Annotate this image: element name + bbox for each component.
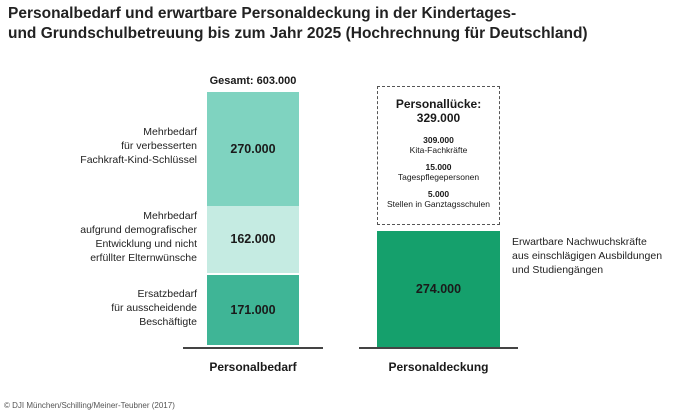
personalluecke-total: 329.000 [416,111,461,125]
label-line: aus einschlägigen Ausbildungen [512,250,663,263]
baseline-personalbedarf [183,347,323,349]
bar-segment-ersatzbedarf: 171.000 [207,274,299,345]
bar-segment-nachwuchskraefte: 274.000 [377,231,500,347]
bar-segment-mehrbedarf-schluessel: 270.000 [207,92,299,207]
label-nachwuchskraefte: Erwartbare Nachwuchskräfte aus einschlägi… [512,235,692,277]
label-line: erfüllter Elternwünsche [90,252,197,265]
gap-item-label: Tagespflegepersonen [397,172,480,182]
title-line-2: und Grundschulbetreuung bis zum Jahr 202… [8,25,588,42]
label-line: und Studiengängen [512,264,604,277]
label-line: für verbesserten [121,140,197,153]
label-line: Beschäftigte [139,315,197,328]
gap-item-label: Stellen in Ganztagsschulen [386,199,490,209]
category-personaldeckung: Personaldeckung [388,360,489,374]
label-line: Erwartbare Nachwuchskräfte [512,236,647,249]
source-credit: © DJI München/Schilling/Meiner-Teubner (… [4,401,175,410]
chart-title: Personalbedarf und erwartbare Personalde… [8,4,698,44]
label-line: Mehrbedarf [143,210,197,223]
gap-item-value: 15.000 [425,162,452,172]
title-line-1: Personalbedarf und erwartbare Personalde… [8,5,517,22]
personalluecke-box: Personallücke: 329.000 309.000 Kita-Fachkrä… [377,86,500,226]
label-ersatzbedarf: Ersatzbedarf für ausscheidende Beschäftigt… [40,287,197,329]
gap-item-label: Kita-Fachkräfte [409,145,468,155]
label-line: Mehrbedarf [143,126,197,139]
label-line: Fachkraft-Kind-Schlüssel [80,154,197,167]
bar-segment-mehrbedarf-demografie: 162.000 [207,206,299,273]
gap-item-value: 309.000 [423,135,454,145]
label-mehrbedarf-schluessel: Mehrbedarf für verbesserten Fachkraft-Kind… [40,125,197,167]
label-line: für ausscheidende [111,301,197,314]
category-personalbedarf: Personalbedarf [209,360,297,374]
personalluecke-title: Personallücke: [395,97,482,111]
gap-item-value: 5.000 [427,189,450,199]
label-line: Entwicklung und nicht [95,238,197,251]
label-mehrbedarf-demografie: Mehrbedarf aufgrund demografischer Entwick… [40,209,197,265]
label-line: Ersatzbedarf [137,287,197,300]
baseline-personaldeckung [359,347,518,349]
total-label: Gesamt: 603.000 [209,75,297,87]
label-line: aufgrund demografischer [80,224,197,237]
